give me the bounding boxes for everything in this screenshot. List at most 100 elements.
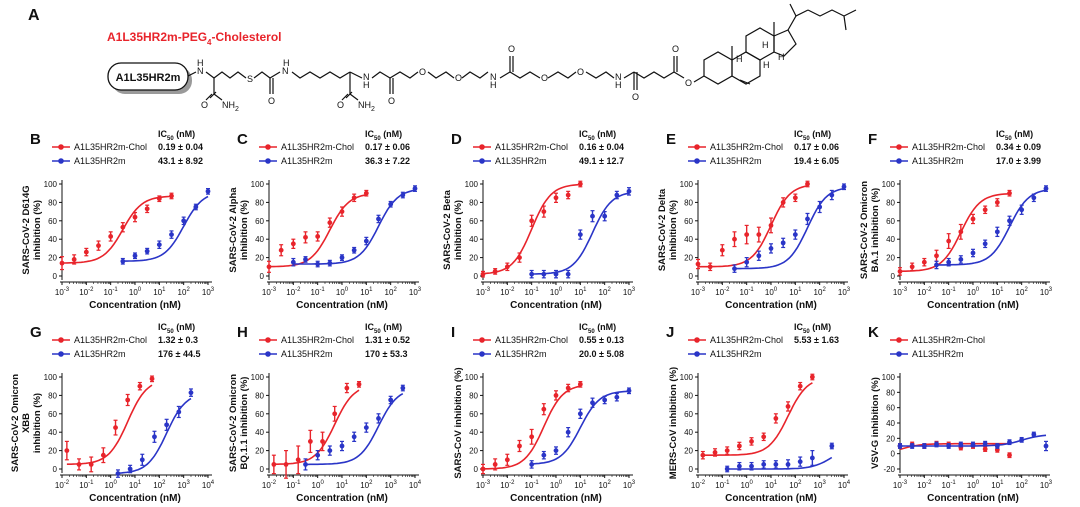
data-point — [744, 224, 750, 245]
point-marker — [144, 248, 150, 254]
data-point — [315, 450, 321, 461]
x-tick-label-exp: 3 — [847, 287, 851, 293]
data-point — [541, 205, 547, 218]
x-tick-label: 101 — [129, 480, 142, 490]
data-point — [125, 393, 131, 407]
point-marker — [768, 223, 774, 228]
panel-letter: B — [30, 131, 41, 148]
x-tick-label: 103 — [838, 287, 851, 297]
x-tick-label-exp: -1 — [319, 287, 325, 293]
point-marker — [127, 466, 133, 472]
panel-h: H A1L35HR2m-Chol 1.31 ± 0.52 A1L35HR2m 170 ±… — [228, 317, 442, 507]
data-point — [695, 258, 701, 270]
point-marker — [320, 439, 325, 444]
x-tick-label: 100 — [550, 287, 563, 297]
data-point — [946, 257, 952, 267]
data-point — [958, 255, 964, 264]
data-point — [773, 460, 779, 469]
data-point — [797, 381, 803, 391]
x-tick-label-base: 10 — [129, 288, 138, 297]
x-tick-label: 103 — [409, 287, 422, 297]
x-tick-label-base: 10 — [500, 288, 509, 297]
x-tick-label-exp: 4 — [418, 480, 422, 486]
ic50-value: 43.1 ± 8.92 — [158, 156, 203, 166]
legend-entry: A1L35HR2m-Chol 0.34 ± 0.09 — [890, 142, 1041, 152]
x-tick-label-exp: 1 — [583, 287, 587, 293]
point-marker — [1007, 190, 1012, 196]
legend-entry: A1L35HR2m 43.1 ± 8.92 — [52, 156, 203, 166]
data-point — [388, 395, 394, 405]
ic50-value: 0.17 ± 0.06 — [794, 142, 839, 152]
y-tick-label: 20 — [886, 254, 895, 263]
point-marker — [970, 250, 976, 256]
data-point — [773, 413, 779, 424]
data-point — [897, 267, 903, 276]
ic50-header: IC50 (nM) — [794, 129, 831, 142]
data-point — [188, 388, 194, 397]
data-point — [283, 450, 289, 479]
panel-letter: G — [30, 324, 42, 341]
ic50-header-sub: 50 — [588, 136, 595, 142]
x-tick-label-base: 10 — [715, 481, 724, 490]
x-tick-label-exp: 1 — [774, 480, 778, 486]
point-marker — [736, 463, 742, 469]
point-marker — [332, 411, 338, 417]
point-marker — [315, 261, 321, 267]
data-point — [982, 205, 988, 215]
data-point — [339, 206, 345, 217]
ic50-header: IC50 (nM) — [794, 322, 831, 335]
point-marker — [176, 409, 182, 415]
data-point — [909, 443, 915, 449]
atom-o-6: O — [455, 73, 462, 83]
ic50-header-main: IC — [794, 322, 804, 332]
y-tick-label: 0 — [53, 465, 58, 474]
x-tick-label: 102 — [360, 480, 373, 490]
data-point — [921, 443, 927, 449]
x-tick-label-base: 10 — [838, 288, 847, 297]
point-marker — [376, 416, 381, 421]
data-point — [88, 456, 94, 473]
point-marker — [761, 462, 767, 467]
x-axis-label: Concentration (nM) — [725, 493, 817, 504]
chart-k: K A1L35HR2m-CholA1L35HR2m-200204060801001… — [868, 324, 1053, 504]
fit-curve — [734, 187, 845, 270]
panel-letter: H — [237, 324, 248, 341]
x-tick-label-exp: 1 — [138, 480, 142, 486]
legend-label: A1L35HR2m — [74, 156, 126, 166]
x-tick-label: 100 — [967, 480, 980, 490]
point-marker — [994, 443, 1000, 449]
point-marker — [205, 188, 211, 194]
legend-label: A1L35HR2m — [495, 156, 547, 166]
atom-n-4: N — [490, 72, 497, 82]
data-point — [909, 262, 915, 272]
x-tick-label-base: 10 — [500, 481, 509, 490]
data-point — [113, 419, 118, 436]
point-marker — [400, 385, 406, 391]
data-point — [934, 260, 939, 270]
data-point — [958, 441, 964, 448]
data-point — [829, 442, 835, 450]
legend-entry: A1L35HR2m — [688, 349, 762, 359]
data-point — [400, 384, 406, 392]
y-tick-label: 40 — [886, 419, 895, 428]
point-marker — [132, 253, 138, 259]
x-tick-label-exp: 0 — [345, 287, 349, 293]
x-tick-label-base: 10 — [623, 288, 632, 297]
data-point — [132, 252, 138, 260]
x-tick-label-base: 10 — [360, 288, 369, 297]
point-marker — [553, 195, 559, 201]
x-tick-label-exp: 2 — [393, 287, 397, 293]
point-marker — [71, 257, 77, 262]
panel-g: G A1L35HR2m-Chol 1.32 ± 0.3 A1L35HR2m 176 ± … — [10, 317, 235, 507]
ic50-value: 5.53 ± 1.63 — [794, 335, 839, 345]
data-point — [303, 256, 308, 263]
x-tick-label: 10-2 — [262, 480, 277, 490]
point-marker — [732, 236, 737, 242]
x-tick-label-exp: 3 — [418, 287, 422, 293]
x-tick-label-exp: -1 — [748, 287, 754, 293]
x-tick-label-exp: -2 — [509, 480, 515, 486]
legend-marker — [694, 158, 700, 164]
point-marker — [400, 192, 406, 198]
data-point — [529, 214, 535, 227]
x-tick-label-exp: -3 — [271, 287, 277, 293]
